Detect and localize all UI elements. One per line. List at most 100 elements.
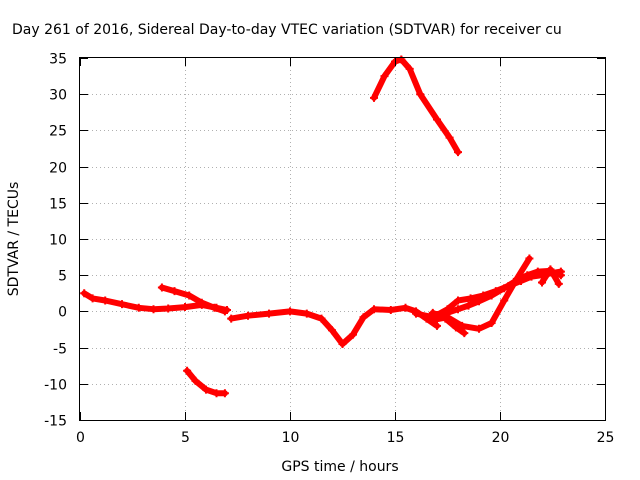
series-points-arc-2	[157, 283, 229, 316]
y-tick-labels: -15 -10 -5 0 5 10 15 20 25 30 35	[44, 52, 67, 430]
series-points-arc-3	[183, 366, 229, 398]
data-point	[149, 305, 158, 314]
x-tick-labels: 0 5 10 15 20 25	[76, 430, 614, 446]
data-point	[428, 308, 437, 317]
data-point	[210, 303, 219, 312]
data-point	[454, 296, 462, 305]
plot-frame	[79, 57, 606, 421]
series-points-arc-9	[428, 308, 469, 338]
series-points-arc-1	[80, 289, 231, 314]
data-point	[487, 318, 496, 327]
data-point	[227, 314, 236, 323]
data-point	[466, 294, 475, 303]
data-point	[220, 389, 229, 398]
series-points-arc-4	[227, 303, 441, 348]
y-tick-label: 35	[49, 52, 67, 68]
x-tick-label: 15	[387, 430, 405, 446]
data-point	[405, 64, 414, 73]
data-point	[538, 278, 546, 287]
y-tick-label: -10	[44, 378, 67, 394]
data-point	[428, 316, 437, 325]
data-point	[454, 305, 462, 314]
data-point	[475, 324, 483, 333]
data-point	[183, 366, 192, 375]
data-point	[185, 291, 194, 300]
y-tick-label: -15	[44, 414, 67, 430]
data-point	[157, 283, 166, 292]
series-line-arc-4	[228, 304, 440, 347]
data-point	[487, 291, 496, 300]
data-point	[441, 314, 450, 323]
data-point	[433, 321, 441, 330]
data-point	[512, 274, 521, 283]
series-layer	[80, 55, 565, 398]
data-point	[412, 309, 420, 318]
series-points-arc-10	[538, 265, 563, 288]
data-point	[500, 284, 509, 293]
series-line-arc-9	[429, 309, 468, 337]
y-tick-label: 0	[58, 305, 67, 321]
data-point	[202, 385, 210, 394]
data-point	[380, 72, 389, 81]
y-tick-label: 20	[49, 161, 67, 177]
data-point	[302, 309, 311, 318]
y-tick-label: 10	[49, 233, 67, 249]
y-tick-label: -5	[53, 342, 67, 358]
data-point	[523, 271, 532, 280]
data-point	[460, 329, 469, 338]
data-point	[286, 307, 294, 316]
data-point	[244, 311, 252, 320]
axis-ticks	[80, 58, 606, 421]
data-point	[88, 294, 97, 303]
data-point	[338, 339, 347, 348]
data-point	[191, 376, 200, 385]
data-point	[349, 330, 357, 339]
data-point	[164, 304, 173, 313]
data-point	[401, 303, 410, 312]
data-point	[475, 297, 483, 306]
data-point	[317, 314, 326, 323]
data-point	[546, 265, 555, 274]
data-point	[416, 90, 425, 99]
data-point	[556, 271, 565, 280]
data-point	[525, 254, 534, 263]
data-point	[101, 296, 110, 305]
grid	[80, 58, 605, 420]
data-point	[454, 148, 462, 157]
data-point	[118, 300, 126, 309]
data-point	[170, 287, 179, 296]
data-point	[80, 289, 89, 298]
data-point	[265, 309, 273, 318]
data-point	[370, 93, 378, 102]
x-tick-label: 25	[597, 430, 615, 446]
x-tick-label: 20	[492, 430, 510, 446]
data-point	[134, 303, 143, 312]
data-point	[533, 267, 542, 276]
chart-title: Day 261 of 2016, Sidereal Day-to-day VTE…	[12, 22, 562, 38]
data-point	[554, 279, 563, 288]
y-tick-label: 30	[49, 88, 67, 104]
data-point	[328, 326, 336, 335]
data-point	[397, 55, 406, 64]
data-point	[181, 303, 189, 312]
data-point	[445, 133, 454, 142]
data-point	[433, 115, 441, 124]
data-point	[451, 323, 460, 332]
data-point	[212, 389, 221, 398]
y-tick-label: 5	[58, 269, 67, 285]
data-point	[220, 307, 229, 316]
x-tick-label: 10	[282, 430, 300, 446]
x-tick-label: 5	[181, 430, 190, 446]
x-axis-title: GPS time / hours	[281, 459, 398, 475]
data-point	[359, 313, 368, 322]
data-point	[464, 301, 473, 310]
data-point	[386, 305, 395, 314]
y-axis-title: SDTVAR / TECUs	[6, 182, 22, 297]
data-point	[500, 296, 509, 305]
y-tick-label: 15	[49, 197, 67, 213]
y-tick-label: 25	[49, 124, 67, 140]
data-point	[370, 305, 378, 314]
data-point	[197, 298, 206, 307]
x-tick-label: 0	[76, 430, 85, 446]
